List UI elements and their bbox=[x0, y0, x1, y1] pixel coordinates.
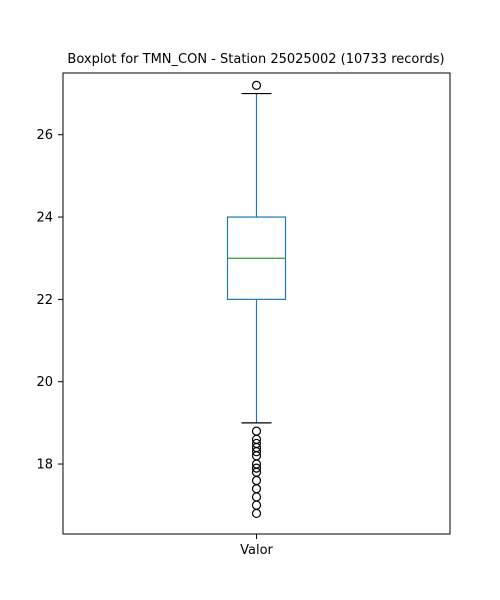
y-tick-label: 24 bbox=[36, 211, 53, 226]
outlier-point bbox=[251, 492, 262, 502]
axes-layer bbox=[58, 72, 451, 539]
outlier-point bbox=[251, 426, 262, 436]
outlier-point bbox=[251, 508, 262, 519]
label-layer: 18 20 22 24 26 Valor bbox=[36, 128, 273, 558]
outlier-point bbox=[251, 447, 262, 457]
outlier-point bbox=[251, 463, 262, 473]
y-tick-label: 22 bbox=[36, 293, 53, 308]
y-tick-label: 18 bbox=[36, 458, 53, 473]
x-tick-label: Valor bbox=[240, 543, 273, 558]
plot-layer bbox=[226, 80, 287, 519]
chart-title: Boxplot for TMN_CON - Station 25025002 (… bbox=[67, 52, 444, 67]
y-tick-label: 20 bbox=[36, 375, 53, 390]
outlier-point bbox=[251, 500, 262, 510]
outlier-point bbox=[251, 80, 262, 90]
outlier-point bbox=[251, 475, 262, 486]
y-tick-label: 26 bbox=[36, 128, 53, 143]
outlier-point bbox=[251, 484, 262, 494]
